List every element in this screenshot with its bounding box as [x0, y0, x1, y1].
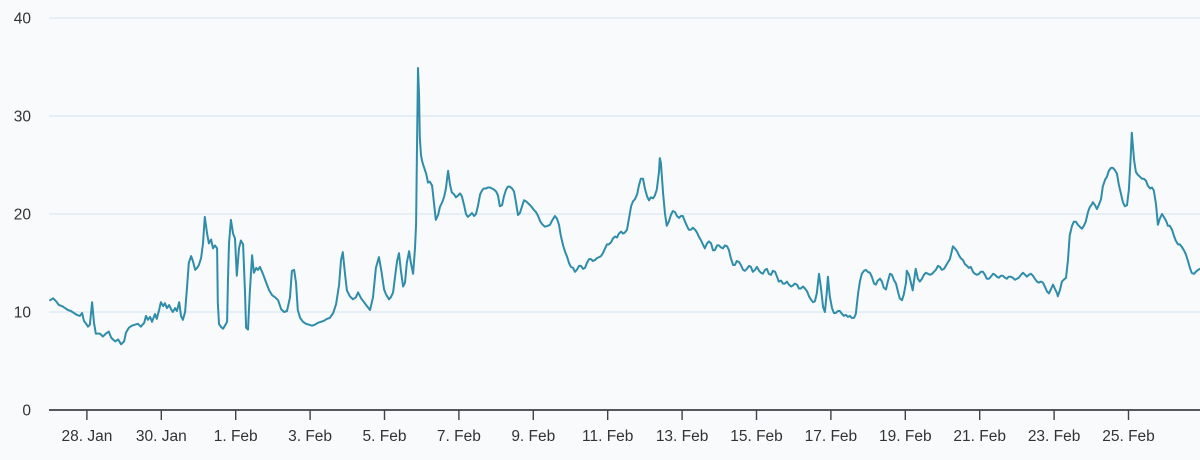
y-tick-label: 30	[14, 109, 32, 126]
x-tick-label: 19. Feb	[879, 428, 932, 445]
y-tick-label: 10	[14, 305, 32, 322]
x-tick-label: 9. Feb	[511, 428, 555, 445]
y-tick-label: 40	[14, 11, 32, 28]
x-tick-label: 7. Feb	[437, 428, 481, 445]
x-tick-label: 21. Feb	[953, 428, 1006, 445]
x-tick-label: 1. Feb	[214, 428, 258, 445]
x-tick-label: 23. Feb	[1028, 428, 1081, 445]
x-tick-label: 17. Feb	[805, 428, 858, 445]
x-tick-label: 15. Feb	[730, 428, 783, 445]
y-tick-label: 0	[22, 403, 31, 420]
x-tick-label: 28. Jan	[61, 428, 112, 445]
x-tick-label: 25. Feb	[1102, 428, 1155, 445]
x-tick-label: 5. Feb	[363, 428, 407, 445]
y-tick-label: 20	[14, 207, 32, 224]
x-tick-label: 3. Feb	[288, 428, 332, 445]
series-line	[49, 67, 1200, 346]
x-tick-label: 13. Feb	[656, 428, 709, 445]
x-tick-label: 11. Feb	[582, 428, 633, 445]
x-tick-label: 30. Jan	[136, 428, 187, 445]
